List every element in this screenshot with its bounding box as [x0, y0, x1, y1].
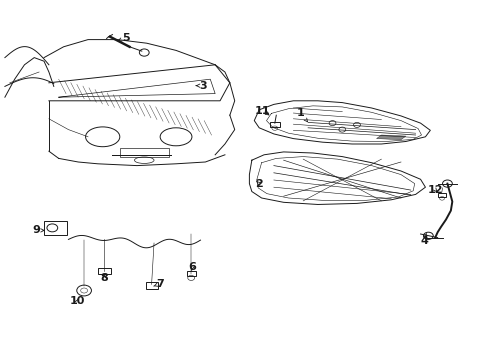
Text: 3: 3	[196, 81, 206, 91]
Text: 5: 5	[118, 33, 130, 43]
Text: 11: 11	[254, 105, 270, 116]
Bar	[437, 193, 445, 197]
Text: 7: 7	[153, 279, 164, 289]
Bar	[120, 148, 168, 157]
Text: 4: 4	[420, 233, 427, 246]
Text: 10: 10	[69, 296, 85, 306]
Text: 8: 8	[100, 273, 108, 283]
Bar	[44, 221, 67, 235]
Bar	[186, 271, 195, 276]
Bar	[98, 268, 111, 274]
Text: 6: 6	[188, 262, 196, 272]
Text: 1: 1	[296, 108, 307, 122]
Polygon shape	[376, 135, 405, 140]
Text: 12: 12	[427, 185, 442, 195]
Text: 9: 9	[32, 225, 44, 235]
Bar	[269, 122, 279, 127]
Text: 2: 2	[255, 179, 263, 189]
